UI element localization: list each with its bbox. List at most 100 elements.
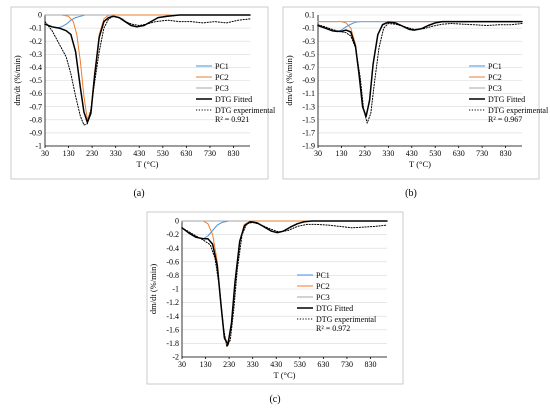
series-line-dtg-experimental (181, 221, 388, 348)
x-tick-label: 630 (453, 149, 465, 158)
y-tick-label: 0 (38, 11, 42, 20)
x-axis-title: T (°C) (409, 159, 431, 169)
legend-entry: PC3 (215, 84, 229, 93)
x-tick-label: 630 (180, 149, 192, 158)
legend-entry: DTG Fitted (316, 304, 353, 313)
x-tick-label: 330 (382, 149, 394, 158)
x-tick-label: 430 (406, 149, 418, 158)
y-tick-label: -1.6 (166, 325, 179, 334)
y-tick-label: -0.9 (29, 129, 42, 138)
x-tick-label: 130 (200, 360, 212, 369)
legend-entry: DTG Fitted (215, 95, 252, 104)
y-tick-label: -0.9 (302, 76, 315, 85)
y-tick-label: -0.4 (166, 244, 179, 253)
legend-entry: PC1 (488, 62, 502, 71)
y-tick-label: -1.9 (302, 142, 315, 151)
y-axis-title: dm/dt (%/min) (284, 55, 294, 105)
series-line-dtg-fitted (317, 20, 523, 118)
x-tick-label: 530 (294, 360, 306, 369)
x-tick-label: 830 (228, 149, 240, 158)
x-axis-title: T (°C) (274, 370, 296, 380)
panel-caption: (c) (269, 394, 280, 405)
x-tick-label: 30 (314, 149, 322, 158)
x-tick-label: 130 (63, 149, 75, 158)
x-tick-label: 530 (157, 149, 169, 158)
series-line-dtg-fitted (44, 14, 251, 124)
legend-entry: PC1 (215, 62, 229, 71)
x-tick-label: 430 (270, 360, 282, 369)
y-axis-title: dm/dt (%/min) (12, 55, 22, 105)
y-tick-label: 0.1 (305, 11, 315, 20)
legend-entry: PC1 (316, 271, 330, 280)
y-tick-label: -0.6 (29, 89, 42, 98)
x-tick-label: 830 (365, 360, 377, 369)
y-tick-label: -0.7 (302, 63, 315, 72)
legend-entry: PC2 (316, 282, 330, 291)
y-tick-label: -1 (35, 142, 42, 151)
r-squared-label: R² = 0.972 (316, 324, 350, 333)
panel-frame (282, 6, 540, 180)
series-line-dtg-experimental (317, 23, 523, 124)
panel-frame (10, 6, 269, 180)
y-tick-label: -0.8 (166, 271, 179, 280)
x-tick-label: 530 (429, 149, 441, 158)
x-tick-label: 330 (247, 360, 259, 369)
legend-entry: DTG Fitted (488, 95, 525, 104)
y-tick-label: -0.5 (302, 50, 315, 59)
x-tick-label: 30 (41, 149, 49, 158)
legend-entry: PC2 (215, 73, 229, 82)
series-line-pc2 (44, 14, 251, 121)
r-squared-label: R² = 0.921 (215, 115, 249, 124)
legend-entry: DTG experimental (215, 106, 276, 115)
y-tick-label: -1.7 (302, 129, 315, 138)
y-tick-label: -1.1 (302, 89, 315, 98)
series-line-dtg-fitted (181, 220, 388, 346)
panel-caption: (b) (405, 188, 417, 199)
x-tick-label: 130 (335, 149, 347, 158)
x-tick-label: 430 (133, 149, 145, 158)
x-tick-label: 630 (317, 360, 329, 369)
y-tick-label: -0.2 (29, 37, 42, 46)
y-tick-label: -1.4 (166, 312, 179, 321)
y-tick-label: -0.1 (302, 24, 315, 33)
x-tick-label: 30 (178, 360, 186, 369)
r-squared-label: R² = 0.967 (488, 115, 522, 124)
y-tick-label: -0.4 (29, 63, 42, 72)
y-tick-label: -2 (172, 353, 179, 362)
legend-entry: DTG experimental (488, 106, 549, 115)
panel-caption: (a) (133, 188, 144, 199)
series-line-dtg-experimental (44, 15, 251, 126)
x-tick-label: 830 (500, 149, 512, 158)
y-tick-label: -1.3 (302, 102, 315, 111)
y-tick-label: -0.2 (166, 230, 179, 239)
y-tick-label: 0 (175, 217, 179, 226)
x-tick-label: 230 (86, 149, 98, 158)
y-tick-label: -1.8 (166, 339, 179, 348)
y-tick-label: -0.7 (29, 102, 42, 111)
panel-b: 0.1 -0.1 -0.3 -0.5 -0.7 -0.9 -1.1 -1.3 -1.5 -1.7 -… (282, 6, 549, 180)
y-tick-label: -0.1 (29, 24, 42, 33)
x-tick-label: 730 (476, 149, 488, 158)
y-tick-label: -1 (172, 285, 179, 294)
x-tick-label: 330 (110, 149, 122, 158)
x-tick-label: 230 (223, 360, 235, 369)
legend-entry: DTG experimental (316, 315, 377, 324)
legend-entry: PC2 (488, 73, 502, 82)
y-tick-label: -1.5 (302, 115, 315, 124)
x-tick-label: 230 (359, 149, 371, 158)
legend-entry: PC3 (316, 293, 330, 302)
panel-a: 0-0.1-0.2-0.3-0.4-0.5-0.6-0.7-0.8-0.9-13… (10, 6, 276, 180)
y-tick-label: -1.2 (166, 298, 179, 307)
legend-entry: PC3 (488, 84, 502, 93)
y-tick-label: -0.8 (29, 115, 42, 124)
y-axis-title: dm/dt (%/min) (148, 264, 158, 314)
x-tick-label: 730 (204, 149, 216, 158)
y-tick-label: -0.3 (29, 50, 42, 59)
y-tick-label: -0.3 (302, 37, 315, 46)
panel-frame (146, 211, 404, 385)
x-tick-label: 730 (341, 360, 353, 369)
y-tick-label: -0.5 (29, 76, 42, 85)
x-axis-title: T (°C) (137, 159, 159, 169)
panel-c: 0 -0.2 -0.4 -0.6 -0.8 -1 -1.2 -1.4 -1.6 -1.8 -230 1… (146, 211, 404, 385)
